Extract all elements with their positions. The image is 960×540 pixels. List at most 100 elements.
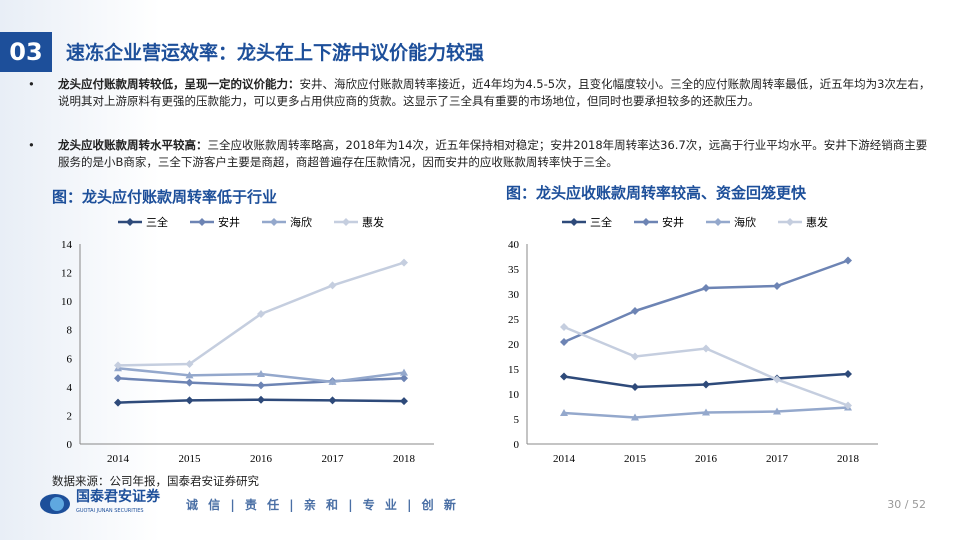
data-point [257,395,265,404]
legend-marker [786,218,794,226]
data-point [631,413,639,421]
bullet-heading: 龙头应付账款周转较低，呈现一定的议价能力： [58,77,300,91]
data-point [702,344,710,353]
page-title: 速冻企业营运效率：龙头在上下游中议价能力较强 [66,42,485,64]
data-point [773,375,781,384]
legend-marker [570,218,578,226]
data-point [114,361,122,370]
x-tick-label: 2016 [250,453,273,465]
data-point [773,282,781,290]
data-point [328,396,337,405]
y-tick-label: 6 [67,353,73,365]
x-tick-label: 2017 [322,453,345,465]
y-tick-label: 14 [61,239,73,251]
x-tick-label: 2014 [553,453,576,465]
bullet-mark: • [28,138,35,152]
x-tick-label: 2014 [107,453,130,465]
data-point [257,370,265,377]
y-tick-label: 40 [508,239,520,251]
y-tick-label: 20 [508,339,520,351]
x-tick-label: 2017 [766,453,789,465]
y-tick-label: 15 [508,364,520,376]
bullet-heading: 龙头应收账款周转水平较高： [58,138,208,152]
data-point [114,398,122,407]
data-source: 数据来源：公司年报，国泰君安证券研究 [52,474,259,488]
data-point [702,380,710,389]
data-point [185,378,194,387]
y-tick-label: 10 [61,296,73,308]
legend-marker [270,218,278,226]
y-tick-label: 0 [67,439,73,451]
page-number: 30 / 52 [887,498,926,511]
series-line-安井 [563,259,849,344]
bullet-text: 三全应收账款周转率略高，2018年为14次，近五年保持相对稳定；安井2018年周… [58,138,928,169]
legend-label: 海欣 [734,215,756,229]
logo-en: GUOTAI JUNAN SECURITIES [76,508,144,514]
y-tick-label: 0 [514,439,520,451]
legend-label: 三全 [590,215,612,229]
legend-marker [342,218,350,226]
section-number: 03 [0,32,52,72]
data-point [844,401,852,410]
y-tick-label: 25 [508,314,520,326]
data-point [257,310,265,318]
data-point [328,377,337,385]
y-tick-label: 30 [508,289,520,301]
data-point [400,374,408,383]
data-point [560,323,568,331]
chart-title-left: 图：龙头应付账款周转率低于行业 [52,188,278,206]
data-point [631,307,639,315]
data-point [702,408,710,416]
company-logo: 国泰君安证券 GUOTAI JUNAN SECURITIES 诚 信 | 责 任 |… [40,490,459,518]
data-point [702,284,710,292]
data-point [560,372,568,381]
bullet-text: 安井、海欣应付账款周转率接近，近4年均为4.5-5次，且变化幅度较小。三全的应付… [58,77,931,108]
data-point [400,397,408,406]
data-point [773,407,781,415]
data-point [631,383,639,391]
y-tick-label: 2 [67,410,73,422]
data-point [400,258,408,267]
legend-label: 安井 [218,215,240,229]
legend-label: 安井 [662,215,684,229]
logo-name: 国泰君安证券 [76,489,160,505]
logo-icon [40,494,70,514]
y-tick-label: 4 [67,382,73,394]
data-point [185,371,194,379]
x-tick-label: 2016 [695,453,718,465]
data-point [257,381,265,390]
x-tick-label: 2018 [393,453,416,465]
series-line-惠发 [563,325,849,407]
y-tick-label: 8 [67,325,73,337]
bullet-mark: • [28,77,35,91]
data-point [560,409,568,416]
x-tick-label: 2015 [624,453,647,465]
bullet-payables: • 龙头应付账款周转较低，呈现一定的议价能力：安井、海欣应付账款周转率接近，近4年… [28,76,933,110]
legend-label: 海欣 [290,215,312,229]
legend-marker [714,218,722,226]
y-tick-label: 10 [508,389,520,401]
y-tick-label: 35 [508,264,520,276]
data-point [631,352,639,361]
data-point [185,360,194,368]
data-point [844,256,852,265]
motto: 诚 信 | 责 任 | 亲 和 | 专 业 | 创 新 [186,497,459,512]
data-point [185,396,194,405]
legend-label: 惠发 [362,215,384,229]
data-point [560,338,568,346]
legend-label: 惠发 [806,215,828,229]
legend-marker [198,218,206,226]
data-point [844,370,852,378]
x-tick-label: 2018 [837,453,860,465]
data-point [400,368,408,376]
legend-label: 三全 [146,215,168,229]
chart-title-right: 图：龙头应收账款周转率较高、资金回笼更快 [506,184,807,202]
y-tick-label: 12 [61,268,72,280]
legend-marker [642,218,650,226]
x-tick-label: 2015 [179,453,202,465]
bullet-receivables: • 龙头应收账款周转水平较高：三全应收账款周转率略高，2018年为14次，近五年保… [28,137,933,171]
y-tick-label: 5 [514,414,520,426]
data-point [114,374,122,383]
legend-marker [126,218,134,226]
